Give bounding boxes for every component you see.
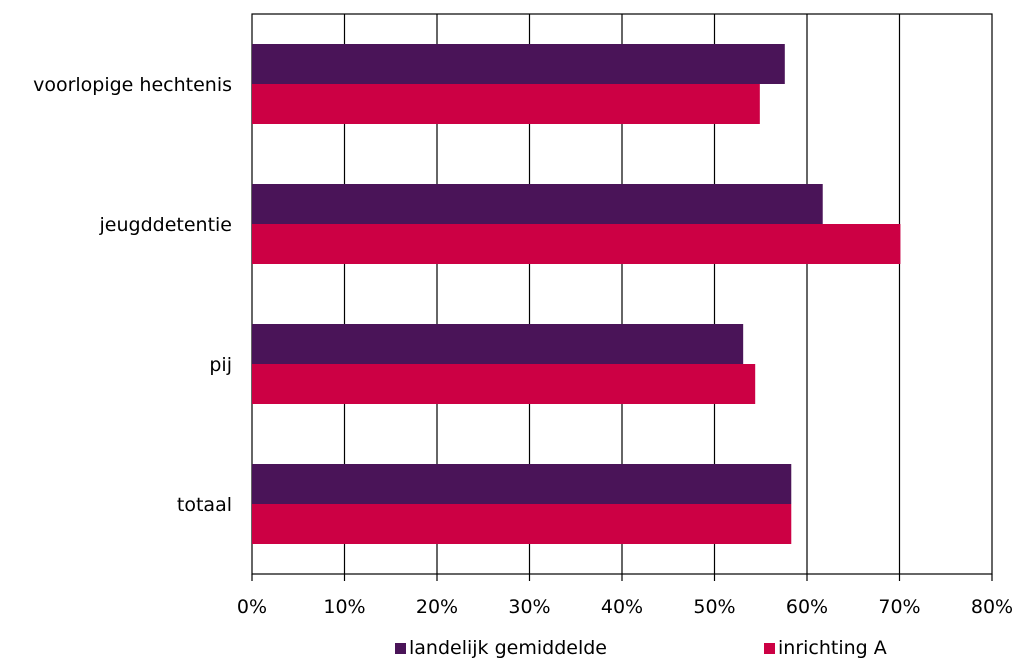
x-tick-label: 0% <box>237 596 267 618</box>
category-label: voorlopige hechtenis <box>33 74 232 96</box>
bars <box>252 44 901 544</box>
category-label: totaal <box>177 494 232 516</box>
bar-landelijk <box>252 324 744 364</box>
x-tick-label: 50% <box>693 596 735 618</box>
bar-inrichting-a <box>252 84 760 124</box>
category-label: jeugddetentie <box>99 214 232 236</box>
bar-landelijk <box>252 184 823 224</box>
legend-swatch-series-2 <box>764 642 775 654</box>
bar-chart: voorlopige hechtenis jeugddetentie pij tota… <box>33 13 1013 618</box>
legend-item-series-2: inrichting A <box>764 636 887 660</box>
category-label: pij <box>209 354 232 376</box>
x-tick-label: 40% <box>601 596 643 618</box>
category-labels: voorlopige hechtenis jeugddetentie pij tota… <box>33 74 232 516</box>
bar-landelijk <box>252 464 792 504</box>
legend-item-series-1: landelijk gemiddelde <box>395 636 607 660</box>
legend-swatch-series-1 <box>395 642 406 654</box>
legend-label-series-1: landelijk gemiddelde <box>409 637 607 659</box>
legend: landelijk gemiddelde inrichting A <box>0 636 1019 660</box>
x-tick-label: 10% <box>323 596 365 618</box>
bar-landelijk <box>252 44 785 84</box>
legend-label-series-2: inrichting A <box>778 637 887 659</box>
x-tick-label: 60% <box>786 596 828 618</box>
x-tick-label: 70% <box>878 596 920 618</box>
x-tick-label: 20% <box>416 596 458 618</box>
bar-inrichting-a <box>252 504 792 544</box>
x-axis-ticks: 0% 10% 20% 30% 40% 50% 60% 70% 80% <box>237 574 1013 618</box>
x-tick-label: 30% <box>508 596 550 618</box>
bar-inrichting-a <box>252 224 901 264</box>
x-tick-label: 80% <box>971 596 1013 618</box>
bar-inrichting-a <box>252 364 756 404</box>
